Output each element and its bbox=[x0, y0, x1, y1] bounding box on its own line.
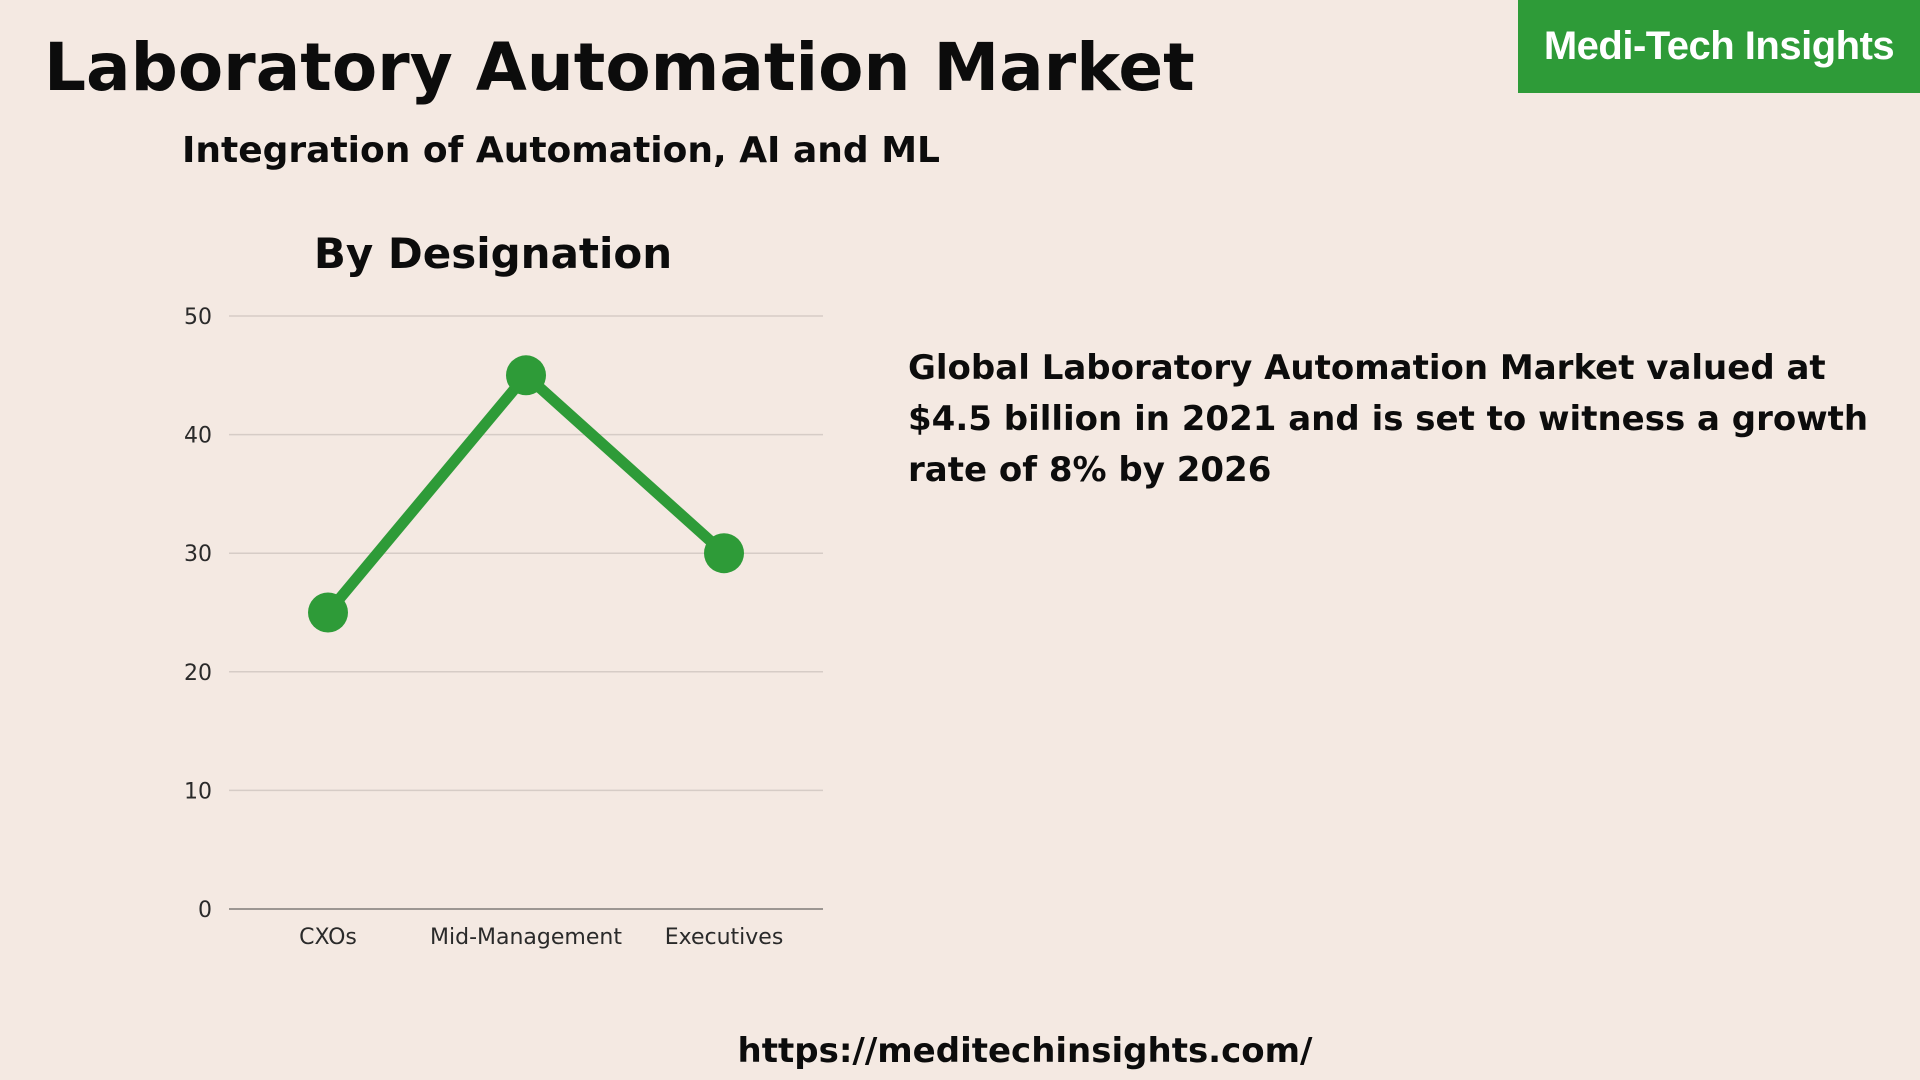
y-tick-label: 40 bbox=[184, 424, 212, 449]
chart-title: By Designation bbox=[314, 229, 672, 278]
source-url-link[interactable]: https://meditechinsights.com/ bbox=[737, 1031, 1313, 1071]
data-point bbox=[308, 592, 348, 633]
y-axis-ticks: 0 10 20 30 40 50 bbox=[184, 305, 212, 923]
chart-series bbox=[308, 355, 744, 633]
x-tick-label: Mid-Management bbox=[430, 925, 622, 950]
y-tick-label: 50 bbox=[184, 305, 212, 330]
x-axis-ticks: CXOs Mid-Management Executives bbox=[299, 925, 783, 950]
brand-name: Medi-Tech Insights bbox=[1543, 24, 1895, 68]
y-tick-label: 10 bbox=[184, 779, 212, 804]
market-description: Global Laboratory Automation Market valu… bbox=[908, 348, 1869, 490]
page-title: Laboratory Automation Market bbox=[44, 29, 1195, 106]
y-tick-label: 20 bbox=[184, 661, 212, 686]
brand-logo: Medi-Tech Insights bbox=[1518, 0, 1920, 93]
data-point bbox=[704, 533, 744, 574]
series-line bbox=[322, 369, 730, 618]
page-subtitle: Integration of Automation, AI and ML bbox=[182, 130, 940, 171]
y-tick-label: 30 bbox=[184, 542, 212, 567]
line-chart: By Designation 0 10 20 30 40 50 CXOs Mid-Manag… bbox=[184, 229, 823, 950]
x-tick-label: Executives bbox=[665, 925, 784, 950]
y-tick-label: 0 bbox=[198, 898, 212, 923]
data-point bbox=[506, 355, 546, 396]
x-tick-label: CXOs bbox=[299, 925, 357, 950]
